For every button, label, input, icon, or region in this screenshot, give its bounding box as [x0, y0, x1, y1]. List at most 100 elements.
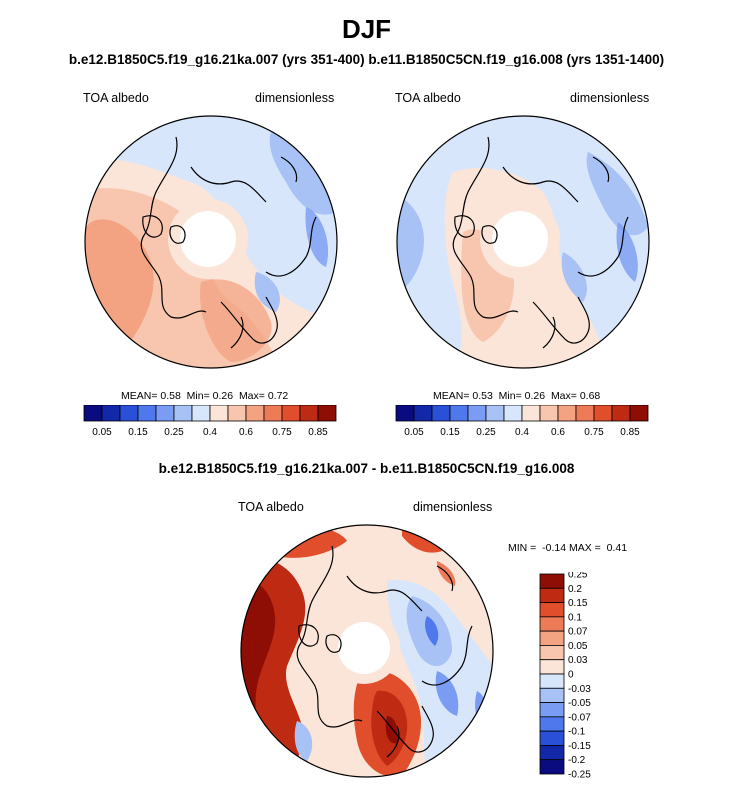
colorbar-box — [209, 405, 229, 422]
colorbar-tick-label: 0.07 — [568, 627, 588, 638]
colorbar-box — [575, 405, 595, 422]
colorbar-tick-label: 0.25 — [476, 427, 496, 438]
colorbar-box — [191, 405, 211, 422]
panel1-stats: MEAN= 0.58 Min= 0.26 Max= 0.72 — [121, 390, 288, 402]
colorbar-tick-label: -0.25 — [568, 770, 591, 781]
panel1-min-value: 0.26 — [212, 390, 234, 402]
colorbar-box — [629, 405, 649, 422]
diff-colorbar: 0.25 0.2 0.15 0.1 0.07 0.05 0.03 0 -0.03 -0.05 -0.… — [539, 572, 591, 781]
colorbar-tick-label: 0.05 — [404, 427, 424, 438]
colorbar-box — [449, 405, 469, 422]
colorbar-box — [539, 645, 565, 661]
colorbar-box — [119, 405, 139, 422]
colorbar-box — [83, 405, 103, 422]
colorbar-box — [539, 573, 565, 589]
panel1-min-label: Min= — [186, 390, 210, 402]
panel1-variable-label: TOA albedo — [83, 91, 149, 105]
panel1-colorbar: 0.050.150.250.40.60.750.850.95 — [83, 405, 337, 438]
colorbar-box — [539, 659, 565, 675]
panel2-min-label: Min= — [498, 390, 522, 402]
colorbar-box — [539, 687, 565, 703]
colorbar-box — [431, 405, 451, 422]
colorbar-box — [539, 405, 559, 422]
panel2-colorbar: 0.050.150.250.40.60.750.850.95 — [395, 405, 649, 438]
panel1-max-value: 0.72 — [267, 390, 289, 402]
colorbar-box — [101, 405, 121, 422]
colorbar-tick-label: 0.25 — [164, 427, 184, 438]
panel1-units-label: dimensionless — [255, 91, 335, 105]
colorbar-tick-label: 0.6 — [551, 427, 565, 438]
colorbar-tick-label: 0.4 — [203, 427, 217, 438]
colorbar-box — [521, 405, 541, 422]
colorbar-tick-label: 0.15 — [128, 427, 148, 438]
colorbar-tick-label: 0.05 — [568, 641, 588, 652]
runs-subtitle: b.e12.B1850C5.f19_g16.21ka.007 (yrs 351-… — [68, 52, 665, 67]
colorbar-box — [539, 673, 565, 689]
colorbar-box — [539, 630, 565, 646]
diff-units-label: dimensionless — [413, 500, 493, 514]
colorbar-box — [467, 405, 487, 422]
colorbar-tick-label: 0.03 — [568, 655, 588, 666]
colorbar-box — [557, 405, 577, 422]
colorbar-box — [503, 405, 523, 422]
colorbar-box — [539, 587, 565, 603]
colorbar-box — [539, 730, 565, 746]
panel2-mean-value: 0.53 — [472, 390, 493, 402]
colorbar-tick-label: -0.2 — [568, 755, 586, 766]
colorbar-box — [593, 405, 613, 422]
page-title: DJF — [341, 14, 392, 44]
colorbar-tick-label: 0.2 — [568, 584, 582, 595]
panel1-max-label: Max= — [238, 390, 265, 402]
panel1-mean-label: MEAN= — [121, 390, 158, 402]
colorbar-box — [539, 759, 565, 775]
colorbar-tick-label: 0.1 — [568, 612, 582, 623]
colorbar-box — [173, 405, 193, 422]
panel2-max-label: Max= — [550, 390, 577, 402]
colorbar-box — [263, 405, 283, 422]
colorbar-tick-label: 0.15 — [568, 598, 588, 609]
panel2-units-label: dimensionless — [570, 91, 650, 105]
colorbar-box — [611, 405, 631, 422]
colorbar-box — [413, 405, 433, 422]
diff-subtitle: b.e12.B1850C5.f19_g16.21ka.007 - b.e11.B… — [158, 461, 575, 476]
colorbar-tick-label: 0.75 — [584, 427, 604, 438]
colorbar-tick-label: -0.03 — [568, 684, 591, 695]
colorbar-tick-label: 0.05 — [92, 427, 112, 438]
colorbar-box — [539, 716, 565, 732]
panel2-variable-label: TOA albedo — [395, 91, 461, 105]
colorbar-box — [485, 405, 505, 422]
colorbar-tick-label: 0.85 — [308, 427, 328, 438]
colorbar-box — [539, 602, 565, 618]
colorbar-box — [299, 405, 319, 422]
panel1-mean-value: 0.58 — [160, 390, 181, 402]
panel2-max-value: 0.68 — [579, 390, 601, 402]
colorbar-tick-label: -0.07 — [568, 712, 591, 723]
colorbar-tick-label: 0.6 — [239, 427, 253, 438]
colorbar-box — [395, 405, 415, 422]
colorbar-box — [281, 405, 301, 422]
colorbar-box — [539, 702, 565, 718]
diff-minmax: MIN = -0.14 MAX = 0.41 — [508, 542, 628, 554]
colorbar-tick-label: 0.85 — [620, 427, 640, 438]
colorbar-box — [137, 405, 157, 422]
diff-polar-map — [240, 524, 494, 778]
colorbar-tick-label: 0.75 — [272, 427, 292, 438]
colorbar-tick-label: 0.4 — [515, 427, 529, 438]
colorbar-tick-label: -0.05 — [568, 698, 591, 709]
panel2-mean-label: MEAN= — [433, 390, 470, 402]
colorbar-box — [227, 405, 247, 422]
panel2-polar-map — [396, 115, 650, 369]
colorbar-box — [539, 745, 565, 761]
colorbar-tick-label: 0 — [568, 670, 574, 681]
colorbar-box — [539, 616, 565, 632]
colorbar-tick-label: 0.15 — [440, 427, 460, 438]
colorbar-box — [245, 405, 265, 422]
diff-variable-label: TOA albedo — [238, 500, 304, 514]
panel2-min-value: 0.26 — [524, 390, 546, 402]
colorbar-tick-label: 0.25 — [568, 572, 588, 581]
panel2-stats: MEAN= 0.53 Min= 0.26 Max= 0.68 — [433, 390, 600, 402]
colorbar-tick-label: -0.15 — [568, 741, 591, 752]
panel1-polar-map — [84, 115, 338, 369]
colorbar-tick-label: -0.1 — [568, 727, 586, 738]
colorbar-box — [155, 405, 175, 422]
